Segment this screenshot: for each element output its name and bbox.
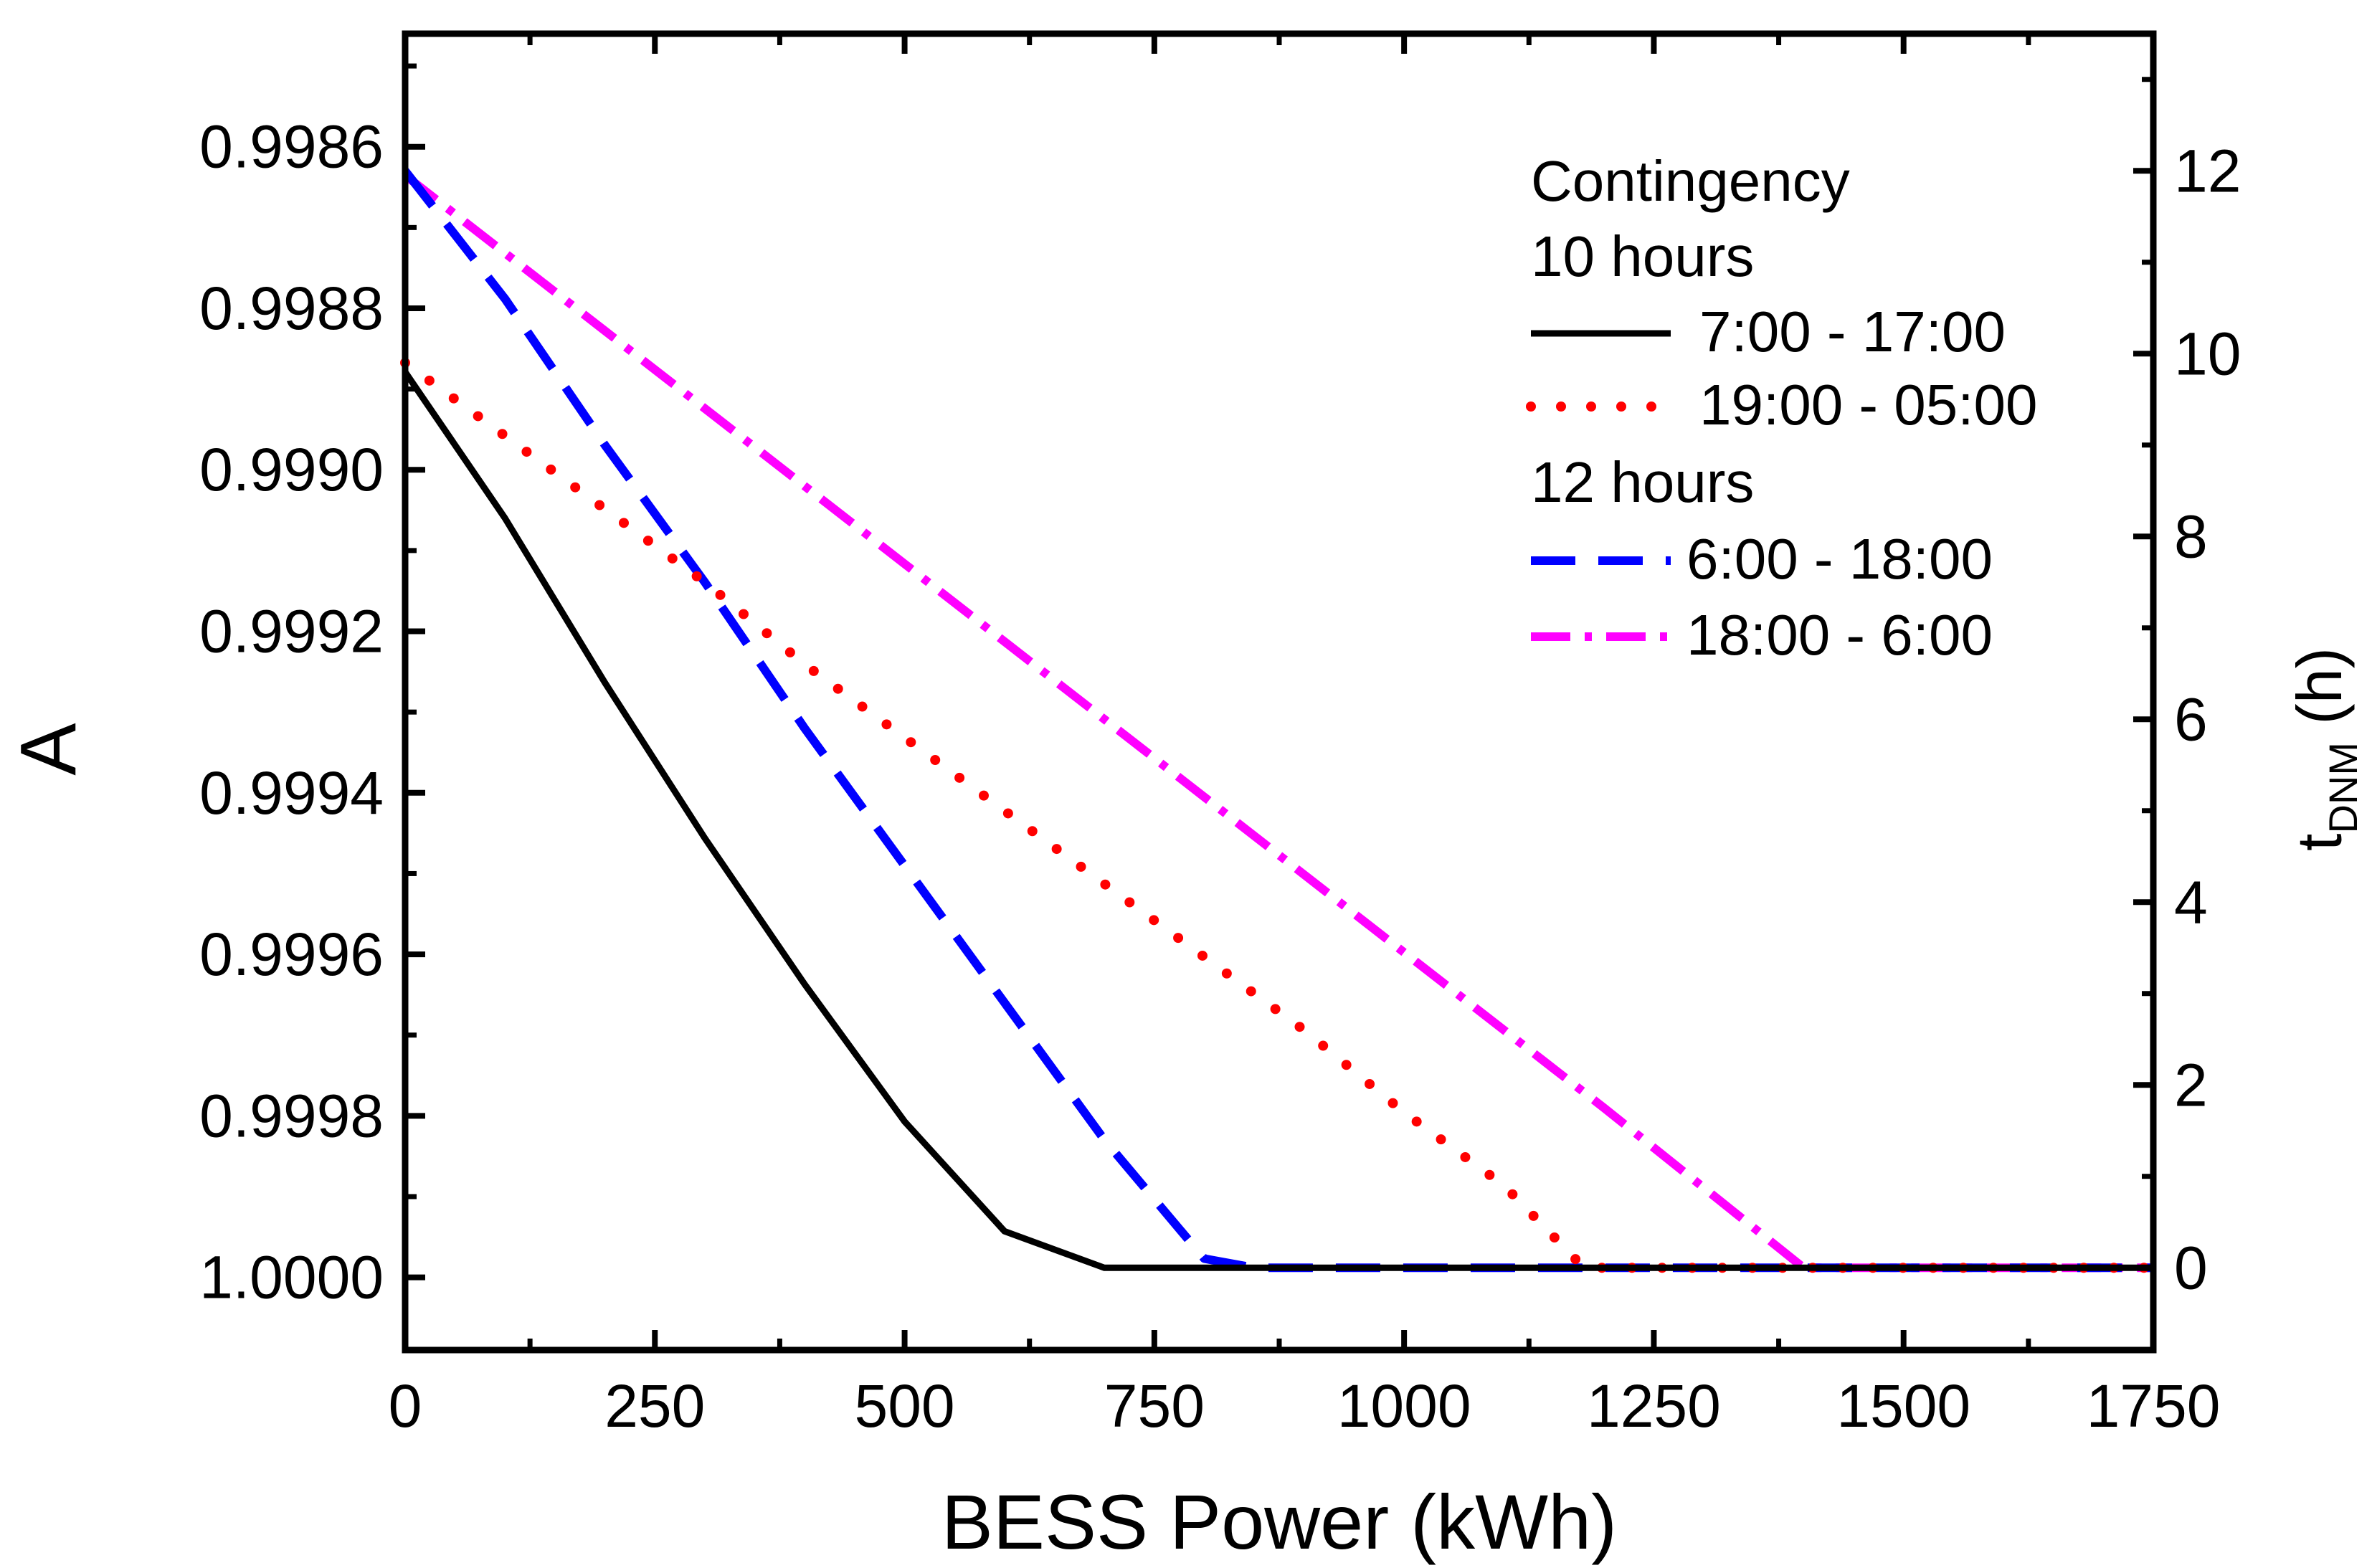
left-y-tick-label: 0.9992 xyxy=(199,598,384,665)
x-tick-label: 0 xyxy=(389,1372,422,1440)
right-y-axis-label-main: t xyxy=(2284,834,2355,851)
series-line-2 xyxy=(400,358,2158,1273)
left-y-tick-label: 0.9998 xyxy=(199,1082,384,1149)
legend-label-18-6: 18:00 - 6:00 xyxy=(1687,603,1993,667)
series-line-1 xyxy=(402,370,2153,1271)
left-y-tick-label: 0.9986 xyxy=(199,113,384,181)
left-y-tick-label: 0.9994 xyxy=(199,759,384,827)
legend-group-10-hours: 10 hours xyxy=(1531,224,1754,288)
right-y-tick-label: 0 xyxy=(2174,1234,2208,1301)
series-layer xyxy=(400,168,2158,1273)
x-tick-label: 500 xyxy=(854,1372,954,1440)
legend-title: Contingency xyxy=(1531,149,1850,213)
x-tick-label: 1250 xyxy=(1587,1372,1721,1440)
left-y-tick-label: 0.9990 xyxy=(199,436,384,503)
right-y-tick-label: 4 xyxy=(2174,868,2208,936)
series-line-4 xyxy=(402,171,2153,1273)
right-y-axis-label: tDNM (h) xyxy=(2284,647,2366,851)
legend-label-6-18: 6:00 - 18:00 xyxy=(1687,527,1993,591)
left-y-tick-label: 0.9988 xyxy=(199,275,384,342)
x-tick-label: 1000 xyxy=(1337,1372,1471,1440)
x-tick-label: 250 xyxy=(604,1372,705,1440)
x-tick-label: 750 xyxy=(1104,1372,1205,1440)
right-y-tick-label: 8 xyxy=(2174,503,2208,570)
x-tick-label: 1750 xyxy=(2087,1372,2221,1440)
left-y-tick-label: 0.9996 xyxy=(199,921,384,988)
right-y-axis-label-unit: (h) xyxy=(2284,647,2355,742)
right-y-axis-label-subscript: DNM xyxy=(2320,742,2366,834)
legend-label-19-05: 19:00 - 05:00 xyxy=(1699,373,2037,437)
right-y-tick-label: 10 xyxy=(2174,320,2241,387)
legend: Contingency 10 hours 7:00 - 17:00 19:00 … xyxy=(1526,149,2037,667)
left-y-axis-label: A xyxy=(4,723,92,776)
tick-layer: 0 250 500 750 1000 1250 1500 1750 0.9986 0.9988 0.… xyxy=(199,34,2241,1440)
legend-group-12-hours: 12 hours xyxy=(1531,450,1754,514)
x-axis-label: BESS Power (kWh) xyxy=(941,1478,1617,1565)
right-y-tick-label: 6 xyxy=(2174,685,2208,753)
x-tick-label: 1500 xyxy=(1836,1372,1970,1440)
right-y-tick-label: 12 xyxy=(2174,137,2241,204)
right-y-tick-label: 2 xyxy=(2174,1051,2208,1118)
legend-label-7-17: 7:00 - 17:00 xyxy=(1699,300,2006,364)
left-y-tick-label: 1.0000 xyxy=(199,1244,384,1311)
